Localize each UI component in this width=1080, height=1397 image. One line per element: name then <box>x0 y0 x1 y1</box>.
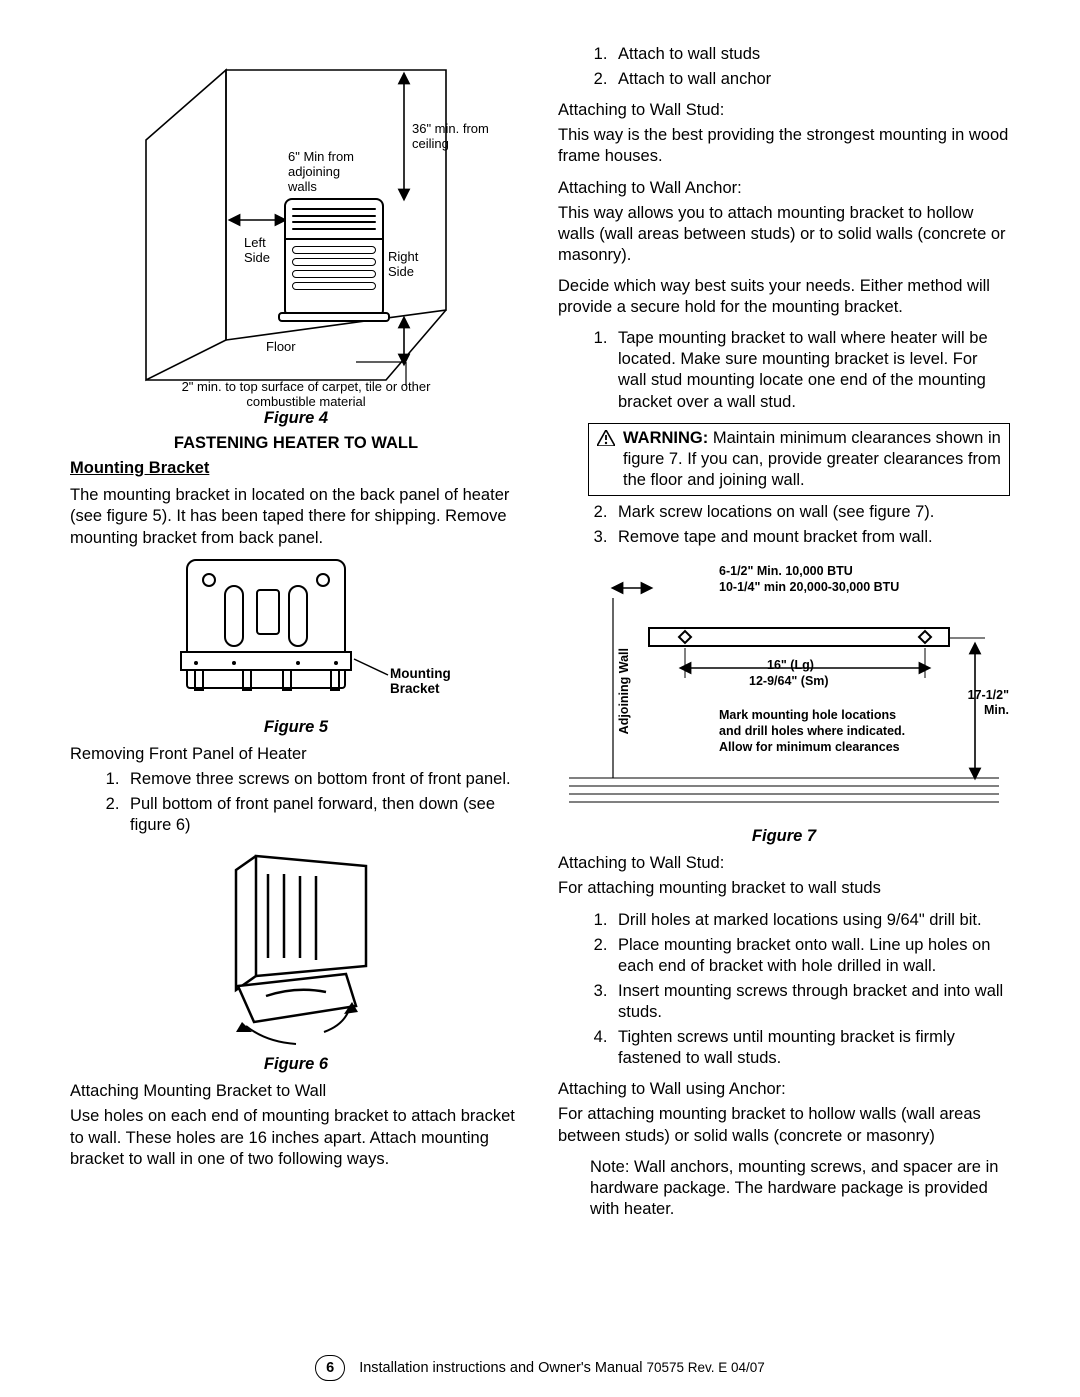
remove-panel-steps: Remove three screws on bottom front of f… <box>70 769 522 836</box>
figure-7-caption: Figure 7 <box>558 826 1010 847</box>
fig4-ceiling-label: 36" min. from ceiling <box>412 122 492 152</box>
right-column: Attach to wall studs Attach to wall anch… <box>558 40 1010 1220</box>
list-item: Remove three screws on bottom front of f… <box>124 769 522 790</box>
figure-5-diagram: Mounting Bracket <box>166 559 426 709</box>
fig7-adjoining-label: Adjoining Wall <box>617 648 631 734</box>
anchor-para-2: Decide which way best suits your needs. … <box>558 276 1010 318</box>
list-item: Pull bottom of front panel forward, then… <box>124 794 522 836</box>
left-column: 36" min. from ceiling 6" Min from adjoin… <box>70 40 522 1220</box>
anchor2-para: For attaching mounting bracket to hollow… <box>558 1104 1010 1146</box>
list-item: Remove tape and mount bracket from wall. <box>612 527 1010 548</box>
attach-bracket-heading: Attaching Mounting Bracket to Wall <box>70 1081 522 1102</box>
stud-heading: Attaching to Wall Stud: <box>558 100 1010 121</box>
fig7-right-label: 17-1/2" Min. <box>949 688 1009 717</box>
attach-options-list: Attach to wall studs Attach to wall anch… <box>558 44 1010 90</box>
list-item: Mark screw locations on wall (see figure… <box>612 502 1010 523</box>
figure-4-caption: Figure 4 <box>70 408 522 429</box>
fig7-note1-label: Mark mounting hole locations <box>719 708 896 722</box>
stud2-para: For attaching mounting bracket to wall s… <box>558 878 1010 899</box>
stud-para: This way is the best providing the stron… <box>558 125 1010 167</box>
page-footer: 6 Installation instructions and Owner's … <box>0 1355 1080 1381</box>
figure-6-diagram <box>196 846 396 1046</box>
list-item: Tape mounting bracket to wall where heat… <box>612 328 1010 412</box>
mounting-bracket-para: The mounting bracket in located on the b… <box>70 485 522 548</box>
fig4-left-label: Left Side <box>244 236 282 266</box>
hardware-note: Note: Wall anchors, mounting screws, and… <box>590 1157 1010 1220</box>
stud-steps-list: Drill holes at marked locations using 9/… <box>558 910 1010 1070</box>
fig7-mid1-label: 16" (Lg) <box>767 658 814 672</box>
fig4-floor-label: Floor <box>266 340 296 355</box>
list-item: Place mounting bracket onto wall. Line u… <box>612 935 1010 977</box>
list-item: Tighten screws until mounting bracket is… <box>612 1027 1010 1069</box>
footer-text: Installation instructions and Owner's Ma… <box>359 1359 765 1378</box>
figure-6-caption: Figure 6 <box>70 1054 522 1075</box>
list-item: Drill holes at marked locations using 9/… <box>612 910 1010 931</box>
mounting-steps-list-cont: Mark screw locations on wall (see figure… <box>558 502 1010 548</box>
mounting-bracket-heading: Mounting Bracket <box>70 458 522 479</box>
warning-icon <box>597 430 615 452</box>
mounting-steps-list: Tape mounting bracket to wall where heat… <box>558 328 1010 412</box>
figure-4-diagram: 36" min. from ceiling 6" Min from adjoin… <box>116 40 476 400</box>
fig4-adjoining-label: 6" Min from adjoining walls <box>288 150 368 195</box>
anchor-heading: Attaching to Wall Anchor: <box>558 178 1010 199</box>
list-item: Attach to wall studs <box>612 44 1010 65</box>
page-number: 6 <box>315 1355 345 1381</box>
fig7-top1-label: 6-1/2" Min. 10,000 BTU <box>719 564 853 578</box>
anchor-para-1: This way allows you to attach mounting b… <box>558 203 1010 266</box>
remove-front-panel-heading: Removing Front Panel of Heater <box>70 744 522 765</box>
fig4-right-label: Right Side <box>388 250 430 280</box>
warning-text: WARNING: Maintain minimum clearances sho… <box>623 428 1001 491</box>
fastening-heading: FASTENING HEATER TO WALL <box>70 433 522 454</box>
warning-box: WARNING: Maintain minimum clearances sho… <box>588 423 1010 496</box>
figure-5-caption: Figure 5 <box>70 717 522 738</box>
fig7-note3-label: Allow for minimum clearances <box>719 740 900 754</box>
fig7-note2-label: and drill holes where indicated. <box>719 724 905 738</box>
list-item: Attach to wall anchor <box>612 69 1010 90</box>
fig5-bracket-label: Mounting Bracket <box>390 667 451 697</box>
anchor2-heading: Attaching to Wall using Anchor: <box>558 1079 1010 1100</box>
stud2-heading: Attaching to Wall Stud: <box>558 853 1010 874</box>
list-item: Insert mounting screws through bracket a… <box>612 981 1010 1023</box>
fig4-bottom-note: 2" min. to top surface of carpet, tile o… <box>166 380 446 410</box>
fig7-mid2-label: 12-9/64" (Sm) <box>749 674 829 688</box>
fig7-top2-label: 10-1/4" min 20,000-30,000 BTU <box>719 580 899 594</box>
figure-7-diagram: 6-1/2" Min. 10,000 BTU 10-1/4" min 20,00… <box>569 558 999 818</box>
attach-bracket-para: Use holes on each end of mounting bracke… <box>70 1106 522 1169</box>
